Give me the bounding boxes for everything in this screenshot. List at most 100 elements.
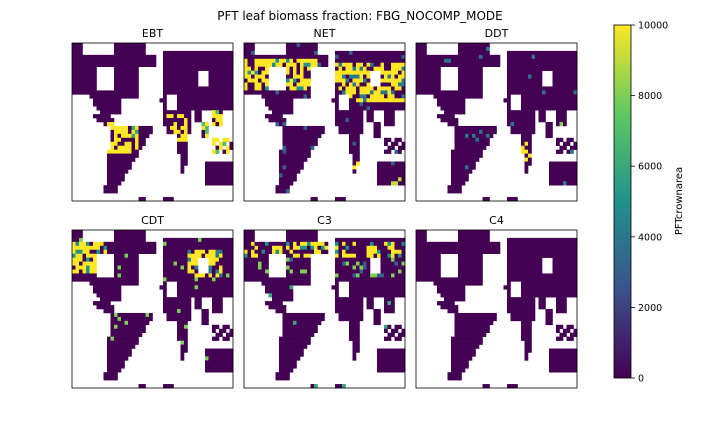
heatmap-cell [282,336,287,341]
heatmap-cell [194,66,199,71]
heatmap-cell [384,78,388,83]
heatmap-cell [394,66,399,71]
heatmap-cell [531,82,536,87]
heatmap-cell [208,161,213,166]
heatmap-cell [86,245,90,251]
heatmap-cell [363,241,367,247]
heatmap-cell [254,82,259,87]
heatmap-cell [563,50,567,56]
heatmap-cell [166,309,171,314]
heatmap-cell [286,285,290,290]
heatmap-cell [377,293,381,298]
heatmap-cell [300,58,304,64]
heatmap-cell [107,149,111,154]
heatmap-cell [352,328,357,333]
heatmap-cell [180,129,185,135]
heatmap-cell [117,110,122,115]
heatmap-cell [384,141,388,146]
heatmap-cell [465,245,469,251]
heatmap-cell [454,125,459,131]
heatmap-cell [187,297,192,302]
heatmap-cell [387,297,392,302]
heatmap-cell [531,106,536,111]
heatmap-cell [380,181,385,186]
heatmap-cell [114,372,118,377]
heatmap-cell [524,78,529,83]
heatmap-cell [261,261,266,266]
heatmap-cell [177,66,181,71]
heatmap-cell [517,237,522,243]
heatmap-cell [282,368,287,373]
heatmap-cell [451,352,455,357]
heatmap-cell [177,336,181,341]
heatmap-cell [394,336,399,341]
heatmap-cell [359,253,364,258]
heatmap-cell [461,293,466,298]
heatmap-cell [454,185,459,190]
heatmap-cell [79,78,83,83]
heatmap-cell [128,129,132,135]
heatmap-cell [114,344,118,349]
heatmap-cell [398,368,402,373]
heatmap-cell [472,86,476,91]
heatmap-cell [135,62,139,67]
heatmap-cell [465,348,469,353]
heatmap-cell [180,54,185,60]
heatmap-cell [251,273,255,278]
heatmap-cell [138,197,143,202]
heatmap-cell [89,82,94,87]
heatmap-cell [170,257,174,262]
heatmap-cell [521,149,525,154]
heatmap-cell [124,43,129,48]
heatmap-cell [566,169,571,174]
heatmap-cell [489,320,494,326]
heatmap-cell [117,169,122,174]
heatmap-cell [219,54,223,60]
heatmap-cell [342,269,346,274]
heatmap-cell [184,106,188,111]
heatmap-cell [138,384,143,389]
heatmap-cell [265,82,269,87]
heatmap-cell [286,70,290,75]
heatmap-cell [468,233,473,239]
heatmap-cell [451,157,455,162]
heatmap-cell [226,289,230,294]
heatmap-cell [482,125,487,131]
heatmap-cell [380,352,385,357]
heatmap-cell [180,165,185,170]
heatmap-cell [479,82,483,87]
heatmap-cell [215,305,220,310]
heatmap-cell [198,249,202,254]
heatmap-cell [166,316,171,322]
heatmap-cell [454,118,459,123]
heatmap-cell [251,245,255,251]
heatmap-cell [212,62,216,67]
heatmap-cell [387,137,392,143]
heatmap-cell [335,257,339,262]
heatmap-cell [338,309,343,314]
heatmap-cell [184,305,188,310]
heatmap-cell [521,133,525,139]
heatmap-cell [352,301,357,306]
heatmap-cell [229,265,234,270]
heatmap-cell [338,82,343,87]
heatmap-cell [163,384,167,389]
heatmap-cell [419,241,424,247]
heatmap-cell [535,54,539,60]
heatmap-cell [286,340,290,345]
heatmap-cell [380,169,385,174]
heatmap-cell [117,237,122,243]
heatmap-cell [93,261,97,266]
heatmap-cell [251,70,255,75]
heatmap-cell [401,273,406,278]
heatmap-cell [317,241,322,247]
heatmap-cell [300,153,304,158]
heatmap-cell [215,285,220,290]
heatmap-cell [93,58,97,64]
heatmap-cell [535,82,539,87]
heatmap-cell [559,241,564,247]
heatmap-cell [201,249,206,254]
heatmap-cell [356,114,360,119]
heatmap-cell [538,90,543,95]
heatmap-cell [279,360,283,365]
